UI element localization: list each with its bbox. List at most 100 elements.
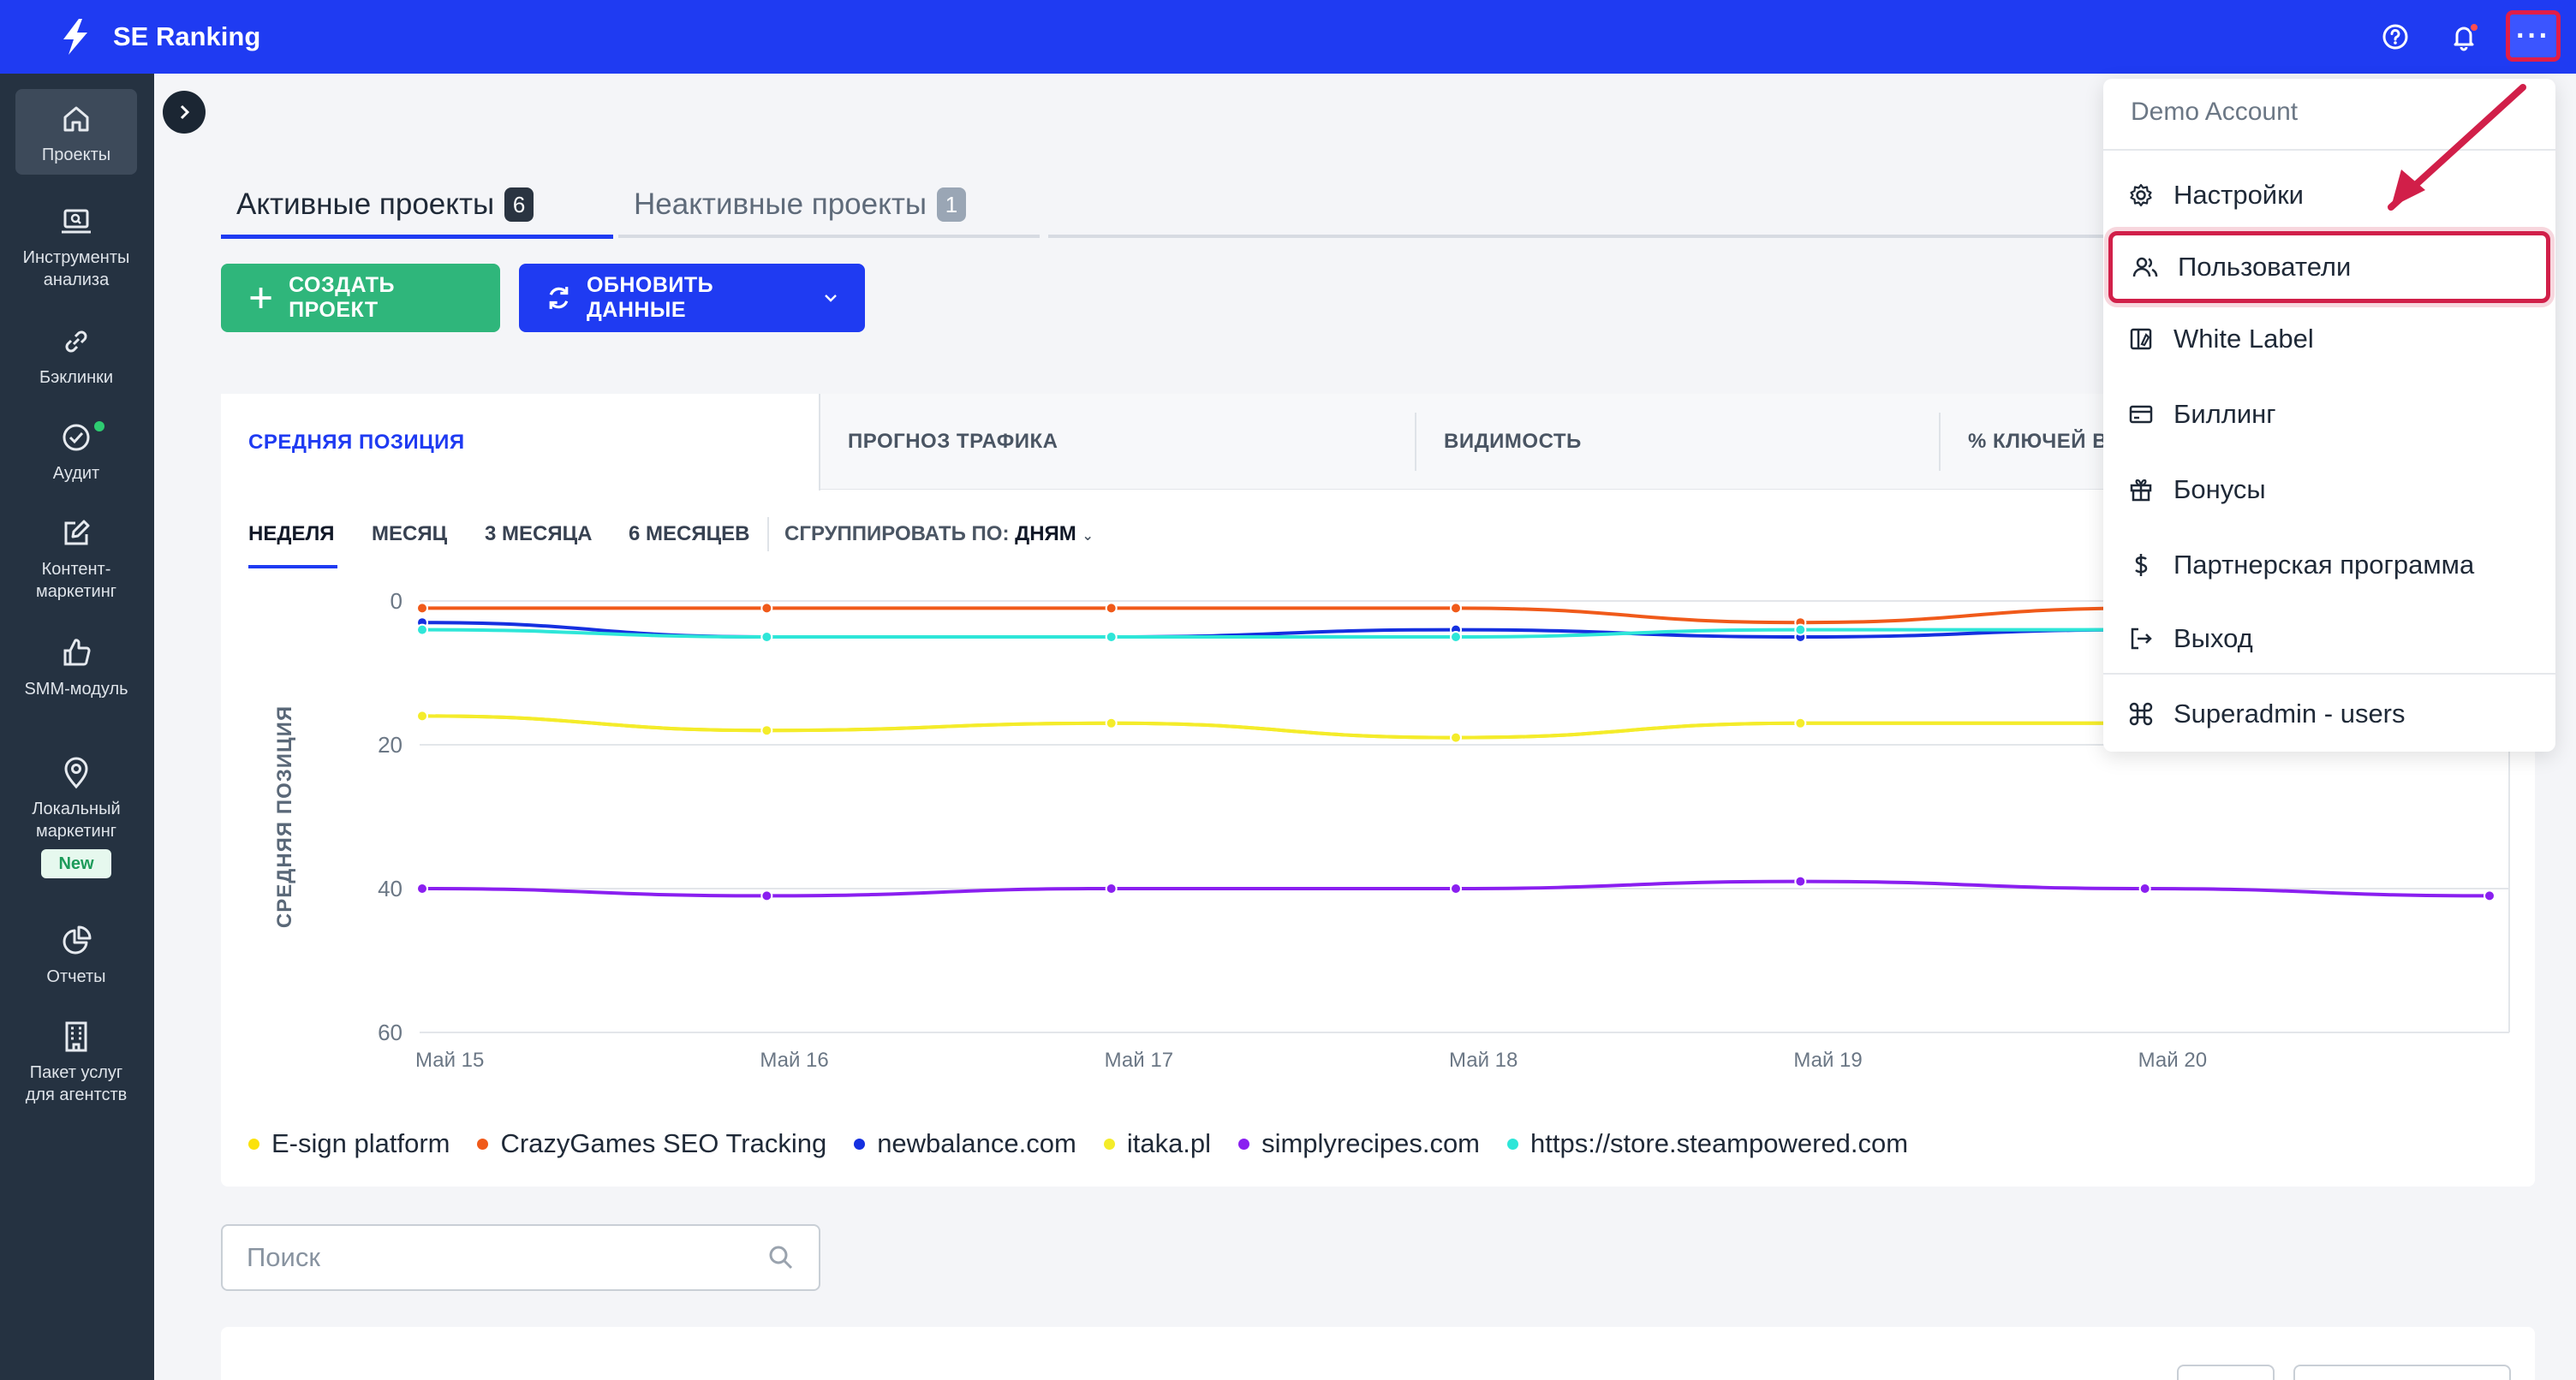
- tab-count-badge: 6: [504, 187, 534, 222]
- menu-item-users[interactable]: Пользователи: [2108, 231, 2550, 303]
- tab-keywords-percent[interactable]: % КЛЮЧЕЙ В: [1941, 394, 2283, 490]
- menu-item-partner-program[interactable]: Партнерская программа: [2103, 529, 2555, 601]
- tab-inactive-projects[interactable]: Неактивные проекты 1: [634, 171, 967, 238]
- edit-icon: [64, 520, 90, 545]
- pie-chart-icon: [63, 925, 92, 955]
- group-by-label: СГРУППИРОВАТЬ ПО:: [784, 522, 1010, 545]
- active-tab-indicator: [221, 235, 613, 239]
- notification-dot: [2469, 22, 2479, 33]
- legend-label: newbalance.com: [877, 1128, 1076, 1158]
- sidebar-item-label: Контент-маркетинг: [35, 560, 117, 601]
- data-point: [760, 602, 773, 615]
- menu-item-white-label[interactable]: White Label: [2103, 303, 2555, 375]
- check-circle-icon: [63, 424, 90, 451]
- refresh-data-button[interactable]: ОБНОВИТЬ ДАННЫЕ: [519, 264, 865, 332]
- group-by-value: ДНЯМ: [1015, 522, 1076, 545]
- lightning-logo-icon: [63, 19, 87, 55]
- menu-divider: [2103, 149, 2555, 151]
- menu-item-settings[interactable]: Настройки: [2103, 159, 2555, 231]
- sidebar-expand-button[interactable]: [163, 91, 206, 134]
- menu-item-label: Биллинг: [2174, 399, 2276, 429]
- chevron-down-icon: ⌄: [1082, 529, 1094, 544]
- period-month[interactable]: МЕСЯЦ: [372, 522, 448, 545]
- sidebar-item-reports[interactable]: Отчеты: [15, 923, 137, 988]
- data-point: [1105, 602, 1118, 615]
- data-point: [1794, 623, 1807, 636]
- tab-label: ВИДИМОСТЬ: [1444, 430, 1582, 453]
- notifications-button[interactable]: [2442, 15, 2485, 58]
- data-point: [760, 889, 773, 902]
- menu-item-superadmin-users[interactable]: Superadmin - users: [2103, 678, 2555, 750]
- refresh-data-label: ОБНОВИТЬ ДАННЫЕ: [586, 273, 714, 322]
- sidebar-item-agency-pack[interactable]: Пакет услуг для агентств: [15, 1019, 137, 1106]
- x-tick-label: Май 18: [1449, 1049, 1518, 1072]
- menu-item-logout[interactable]: Выход: [2103, 603, 2555, 675]
- data-point: [1450, 631, 1462, 643]
- tab-count-badge: 1: [937, 187, 967, 222]
- sidebar-item-projects[interactable]: Проекты: [15, 89, 137, 175]
- legend-item[interactable]: simplyrecipes.com: [1238, 1128, 1480, 1159]
- tab-active-projects[interactable]: Активные проекты 6: [236, 171, 534, 238]
- legend-item[interactable]: CrazyGames SEO Tracking: [477, 1128, 826, 1159]
- sidebar-item-analysis-tools[interactable]: Инструменты анализа: [15, 204, 137, 291]
- legend-item[interactable]: newbalance.com: [854, 1128, 1076, 1159]
- data-point: [1794, 875, 1807, 888]
- laptop-search-icon: [62, 209, 91, 234]
- legend-label: simplyrecipes.com: [1261, 1128, 1481, 1158]
- menu-item-label: Бонусы: [2174, 474, 2266, 504]
- legend-dot-icon: [248, 1138, 259, 1150]
- y-tick-label: 0: [391, 588, 402, 614]
- period-week[interactable]: НЕДЕЛЯ: [248, 522, 335, 545]
- sidebar-item-smm[interactable]: SMM-модуль: [15, 635, 137, 700]
- search-icon: [769, 1246, 793, 1270]
- tab-label: СРЕДНЯЯ ПОЗИЦИЯ: [248, 430, 465, 454]
- top-bar: SE Ranking ···: [0, 0, 2576, 74]
- legend-item[interactable]: https://store.steampowered.com: [1507, 1128, 1908, 1159]
- tab-visibility[interactable]: ВИДИМОСТЬ: [1416, 394, 1939, 490]
- data-point: [1105, 717, 1118, 729]
- legend-item[interactable]: E-sign platform: [248, 1128, 450, 1159]
- legend-item[interactable]: itaka.pl: [1103, 1128, 1212, 1159]
- help-button[interactable]: [2374, 15, 2417, 58]
- link-icon: [65, 330, 87, 353]
- gear-icon: [2130, 183, 2152, 207]
- new-badge: New: [41, 849, 111, 878]
- menu-divider: [2103, 673, 2555, 675]
- table-action-button[interactable]: [2177, 1365, 2275, 1380]
- sidebar-item-local-marketing[interactable]: Локальный маркетинг New: [15, 755, 137, 878]
- data-point: [416, 602, 428, 615]
- tab-average-position[interactable]: СРЕДНЯЯ ПОЗИЦИЯ: [221, 394, 820, 491]
- legend-label: itaka.pl: [1126, 1128, 1212, 1158]
- sidebar-item-content-marketing[interactable]: Контент-маркетинг: [15, 515, 137, 603]
- sidebar-item-backlinks[interactable]: Бэклинки: [15, 324, 137, 389]
- x-tick-label: Май 20: [2138, 1049, 2207, 1072]
- more-menu-button[interactable]: ···: [2506, 10, 2561, 62]
- tab-label: Активные проекты: [236, 187, 495, 221]
- search-box: [221, 1224, 820, 1291]
- sidebar-item-audit[interactable]: Аудит: [15, 419, 137, 485]
- command-icon: [2129, 702, 2153, 726]
- group-by-select[interactable]: СГРУППИРОВАТЬ ПО: ДНЯМ ⌄: [784, 522, 1094, 546]
- brand-logo[interactable]: SE Ranking: [55, 14, 260, 60]
- logout-icon: [2131, 628, 2152, 650]
- data-point: [1105, 631, 1118, 643]
- legend-dot-icon: [1103, 1138, 1115, 1150]
- audit-status-dot: [94, 421, 104, 431]
- menu-item-bonuses[interactable]: Бонусы: [2103, 454, 2555, 526]
- period-3-months[interactable]: 3 МЕСЯЦА: [485, 522, 593, 545]
- tab-traffic-forecast[interactable]: ПРОГНОЗ ТРАФИКА: [820, 394, 1415, 490]
- data-point: [416, 883, 428, 895]
- sidebar-item-label: Отчеты: [46, 967, 106, 986]
- home-icon: [63, 106, 89, 132]
- menu-item-billing[interactable]: Биллинг: [2103, 378, 2555, 450]
- x-tick-label: Май 19: [1793, 1049, 1862, 1072]
- period-6-months[interactable]: 6 МЕСЯЦЕВ: [629, 522, 750, 545]
- y-tick-label: 40: [378, 876, 402, 901]
- x-tick-label: Май 15: [415, 1049, 484, 1072]
- create-project-button[interactable]: СОЗДАТЬ ПРОЕКТ: [221, 264, 500, 332]
- table-action-button[interactable]: [2293, 1365, 2511, 1380]
- search-input[interactable]: [247, 1242, 767, 1273]
- x-tick-label: Май 16: [760, 1049, 828, 1072]
- tab-label: Неактивные проекты: [634, 187, 927, 221]
- sidebar-item-label: Проекты: [41, 146, 111, 164]
